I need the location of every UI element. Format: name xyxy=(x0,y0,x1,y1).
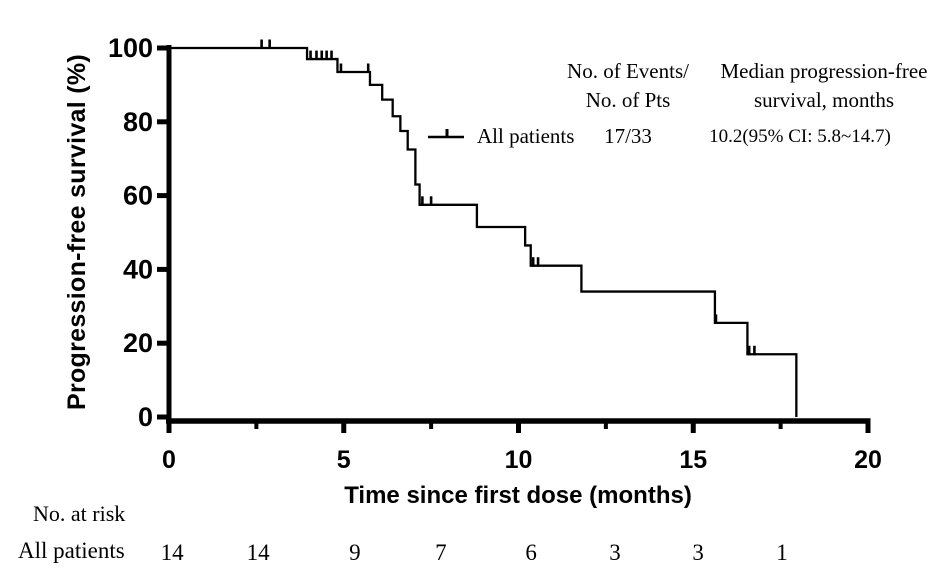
censored-step-line-icon xyxy=(428,129,464,139)
risk-count: 14 xyxy=(161,540,185,565)
median-survival-value: 10.2(95% CI: 5.8~14.7) xyxy=(709,126,891,147)
x-tick-label: 0 xyxy=(162,446,176,474)
risk-count: 9 xyxy=(349,540,361,565)
y-tick-label: 60 xyxy=(123,181,153,211)
median-column-header: Median progression-free survival, months xyxy=(674,57,931,115)
x-tick-label: 15 xyxy=(679,446,707,474)
median-header-line2: survival, months xyxy=(754,88,894,112)
y-tick-label: 20 xyxy=(123,328,153,358)
events-header-line1: No. of Events/ xyxy=(567,59,689,83)
median-header-line1: Median progression-free xyxy=(720,59,928,83)
y-axis-title: Progression-free survival (%) xyxy=(63,53,91,411)
y-tick-label: 40 xyxy=(123,254,153,284)
x-tick-label: 20 xyxy=(854,446,882,474)
risk-count: 1 xyxy=(776,540,788,565)
y-tick-label: 0 xyxy=(138,402,153,432)
x-axis-title: Time since first dose (months) xyxy=(344,482,692,509)
risk-count: 7 xyxy=(435,540,447,565)
survival-step-curve xyxy=(169,46,798,417)
events-value: 17/33 xyxy=(604,124,652,148)
risk-count: 14 xyxy=(247,540,271,565)
events-column-header: No. of Events/ No. of Pts xyxy=(478,57,778,115)
x-tick-label: 10 xyxy=(505,446,533,474)
risk-count: 6 xyxy=(525,540,537,565)
risk-table-header: No. at risk xyxy=(33,501,126,526)
x-tick-label: 5 xyxy=(337,446,351,474)
events-header-line2: No. of Pts xyxy=(585,88,671,112)
risk-count: 3 xyxy=(692,540,704,565)
risk-count: 3 xyxy=(609,540,621,565)
y-tick-label: 100 xyxy=(108,33,153,63)
legend-series-label: All patients xyxy=(477,124,575,148)
risk-table-row-label: All patients xyxy=(18,538,125,563)
y-tick-label: 80 xyxy=(123,107,153,137)
